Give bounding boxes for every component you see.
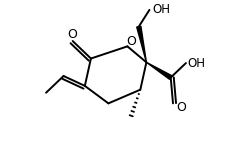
Polygon shape <box>146 62 171 79</box>
Text: OH: OH <box>152 3 170 16</box>
Text: OH: OH <box>187 57 205 70</box>
Text: O: O <box>175 101 185 114</box>
Polygon shape <box>136 26 146 62</box>
Text: O: O <box>126 35 136 48</box>
Text: O: O <box>67 28 77 41</box>
